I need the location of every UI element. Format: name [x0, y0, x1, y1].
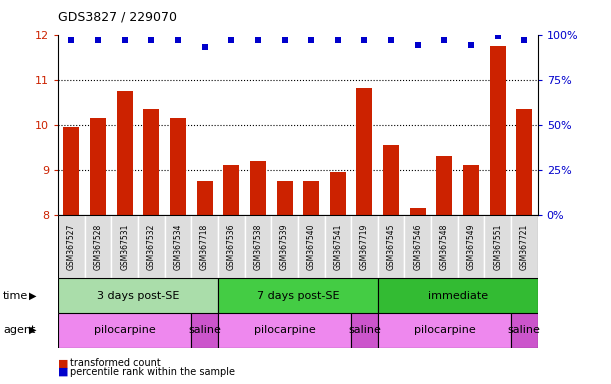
Point — [306, 37, 316, 43]
Text: ■: ■ — [58, 358, 68, 368]
Bar — [164, 215, 191, 278]
Point — [466, 42, 476, 48]
Bar — [330, 172, 346, 215]
Text: 7 days post-SE: 7 days post-SE — [257, 291, 339, 301]
Bar — [404, 215, 431, 278]
Text: GSM367546: GSM367546 — [413, 223, 422, 270]
Bar — [463, 166, 479, 215]
Text: pilocarpine: pilocarpine — [93, 325, 156, 335]
Point — [173, 37, 183, 43]
Point — [413, 42, 423, 48]
Text: GSM367718: GSM367718 — [200, 223, 209, 270]
Point — [67, 37, 76, 43]
Bar — [378, 215, 404, 278]
Text: saline: saline — [508, 325, 541, 335]
Bar — [378, 313, 511, 348]
Bar — [144, 109, 159, 215]
Point — [200, 44, 210, 50]
Bar — [489, 46, 506, 215]
Text: saline: saline — [188, 325, 221, 335]
Bar — [191, 313, 218, 348]
Bar — [511, 215, 538, 278]
Bar — [197, 181, 213, 215]
Point — [147, 37, 156, 43]
Point — [280, 37, 290, 43]
Text: GSM367538: GSM367538 — [254, 223, 262, 270]
Point — [360, 37, 370, 43]
Bar — [458, 215, 485, 278]
Bar — [223, 166, 240, 215]
Text: GSM367545: GSM367545 — [387, 223, 396, 270]
Text: saline: saline — [348, 325, 381, 335]
Bar — [90, 118, 106, 215]
Text: ▶: ▶ — [29, 291, 37, 301]
Bar — [170, 118, 186, 215]
Bar — [431, 215, 458, 278]
Point — [333, 37, 343, 43]
Point — [519, 37, 529, 43]
Bar — [485, 215, 511, 278]
Bar — [383, 145, 399, 215]
Bar — [298, 215, 324, 278]
Bar — [277, 181, 293, 215]
Bar — [218, 313, 351, 348]
Point — [226, 37, 236, 43]
Text: agent: agent — [3, 325, 35, 335]
Point — [439, 37, 449, 43]
Text: GSM367721: GSM367721 — [520, 223, 529, 270]
Text: immediate: immediate — [428, 291, 488, 301]
Text: time: time — [3, 291, 28, 301]
Text: 3 days post-SE: 3 days post-SE — [97, 291, 179, 301]
Bar — [511, 313, 538, 348]
Bar — [516, 109, 532, 215]
Bar — [218, 215, 244, 278]
Text: pilocarpine: pilocarpine — [414, 325, 475, 335]
Bar — [111, 215, 138, 278]
Bar — [250, 161, 266, 215]
Bar — [271, 215, 298, 278]
Bar — [58, 278, 218, 313]
Bar — [378, 278, 538, 313]
Bar — [218, 278, 378, 313]
Bar — [356, 88, 373, 215]
Text: transformed count: transformed count — [70, 358, 161, 368]
Text: ■: ■ — [58, 367, 68, 377]
Text: GSM367548: GSM367548 — [440, 223, 449, 270]
Bar — [244, 215, 271, 278]
Text: GSM367528: GSM367528 — [93, 223, 103, 270]
Text: GSM367536: GSM367536 — [227, 223, 236, 270]
Text: GSM367531: GSM367531 — [120, 223, 129, 270]
Text: GSM367534: GSM367534 — [174, 223, 183, 270]
Text: GSM367539: GSM367539 — [280, 223, 289, 270]
Bar — [117, 91, 133, 215]
Text: percentile rank within the sample: percentile rank within the sample — [70, 367, 235, 377]
Point — [253, 37, 263, 43]
Point — [386, 37, 396, 43]
Bar — [85, 215, 111, 278]
Bar — [191, 215, 218, 278]
Bar — [64, 127, 79, 215]
Text: GSM367541: GSM367541 — [334, 223, 342, 270]
Text: ▶: ▶ — [29, 325, 37, 335]
Bar — [324, 215, 351, 278]
Bar — [351, 215, 378, 278]
Bar — [58, 215, 85, 278]
Text: GSM367551: GSM367551 — [493, 223, 502, 270]
Bar — [436, 156, 452, 215]
Bar — [351, 313, 378, 348]
Point — [493, 33, 503, 40]
Text: GSM367719: GSM367719 — [360, 223, 369, 270]
Bar — [303, 181, 319, 215]
Bar — [410, 208, 426, 215]
Bar — [138, 215, 164, 278]
Bar — [58, 313, 191, 348]
Text: GSM367532: GSM367532 — [147, 223, 156, 270]
Point — [120, 37, 130, 43]
Point — [93, 37, 103, 43]
Text: GSM367527: GSM367527 — [67, 223, 76, 270]
Text: GSM367549: GSM367549 — [467, 223, 475, 270]
Text: pilocarpine: pilocarpine — [254, 325, 315, 335]
Text: GDS3827 / 229070: GDS3827 / 229070 — [58, 10, 177, 23]
Text: GSM367540: GSM367540 — [307, 223, 316, 270]
